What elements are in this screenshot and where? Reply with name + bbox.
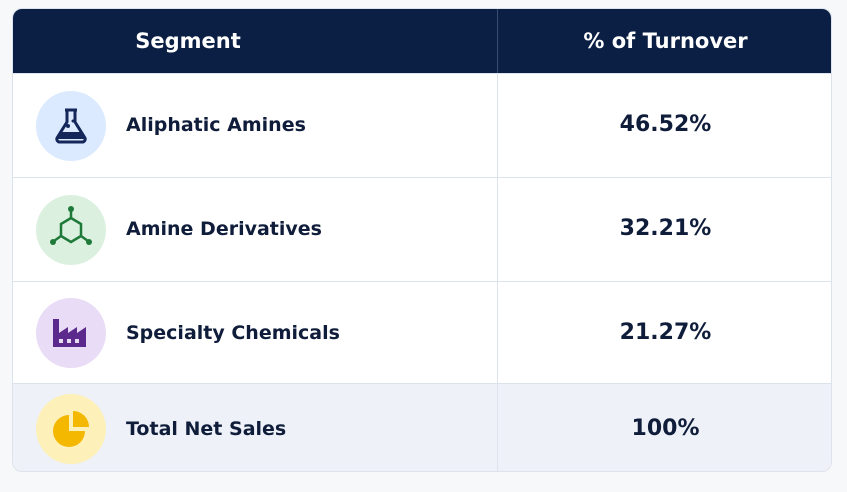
segment-name: Specialty Chemicals (126, 322, 340, 344)
turnover-value: 100% (631, 416, 700, 441)
separator (497, 9, 498, 73)
segment-name: Amine Derivatives (126, 218, 322, 240)
pie-icon (36, 394, 106, 464)
separator (497, 73, 498, 471)
header-cell: Segment (135, 29, 241, 53)
flask-icon (36, 91, 106, 161)
segment-name: Total Net Sales (126, 418, 287, 440)
turnover-value: 21.27% (619, 320, 712, 345)
segment-name: Aliphatic Amines (126, 114, 306, 136)
table-row: Specialty Chemicals 21.27% (13, 281, 831, 383)
turnover-value: 32.21% (619, 216, 712, 241)
header-cell: % of Turnover (583, 29, 748, 53)
molecule-icon (36, 195, 106, 265)
table: Segment % of Turnover Aliphatic Amines 4… (12, 8, 832, 472)
table-row: Aliphatic Amines 46.52% (13, 73, 831, 177)
table-row: Amine Derivatives 32.21% (13, 177, 831, 281)
turnover-value: 46.52% (619, 112, 712, 137)
table-row: Total Net Sales 100% (13, 383, 831, 471)
table-header: Segment % of Turnover (13, 9, 831, 73)
factory-icon (36, 298, 106, 368)
